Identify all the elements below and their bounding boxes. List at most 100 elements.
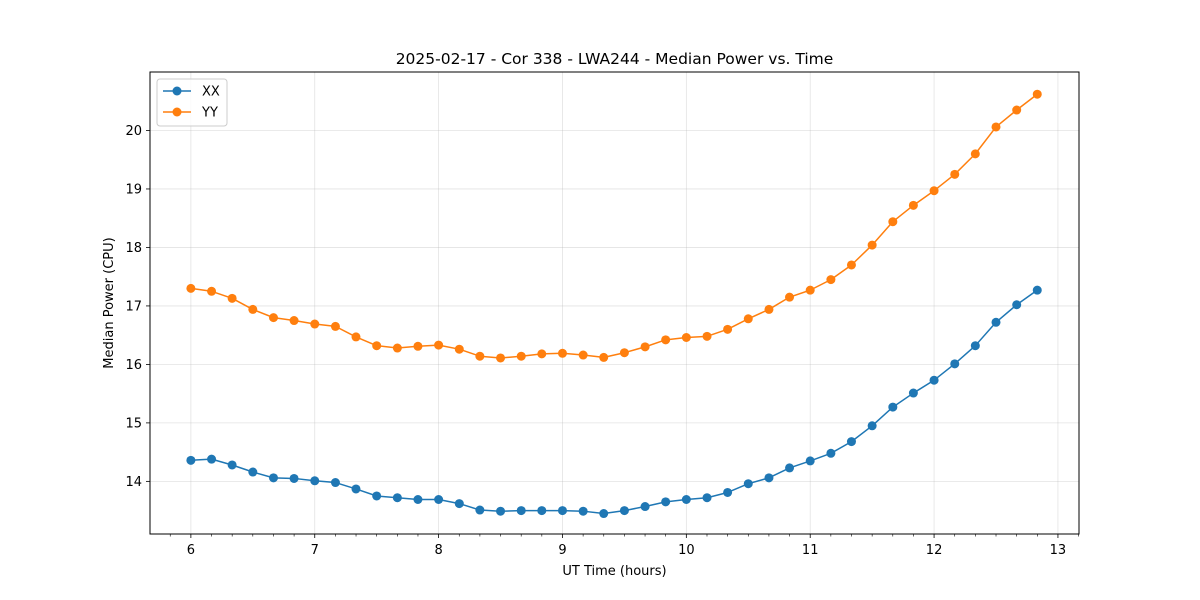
data-point-xx [557,506,567,516]
grid [150,72,1079,534]
data-point-yy [764,304,774,314]
data-point-yy [207,286,217,296]
data-point-xx [392,493,402,503]
x-tick-label: 13 [1050,543,1067,558]
data-point-yy [186,283,196,293]
plot-area-frame [149,71,1080,535]
data-point-yy [991,122,1001,132]
data-point-xx [723,487,733,497]
data-point-yy [578,350,588,360]
data-point-xx [661,497,671,507]
data-point-xx [1012,300,1022,310]
data-point-yy [702,331,712,341]
axis-ticks: 6 7 8 9 10 11 12 13 14 15 16 17 18 19 20 [125,124,1079,558]
x-tick-label: 10 [678,543,695,558]
legend-xx-label: XX [202,85,220,100]
data-point-xx [991,317,1001,327]
data-point-xx [846,437,856,447]
data-point-yy [888,217,898,227]
series-yy [186,89,1042,363]
x-tick-label: 8 [434,543,442,558]
data-point-xx [929,375,939,385]
y-tick-label: 17 [125,299,142,314]
x-tick-label: 9 [558,543,566,558]
data-point-xx [743,479,753,489]
data-point-xx [310,476,320,486]
data-point-xx [413,494,423,504]
data-point-xx [248,467,258,477]
data-point-yy [1012,105,1022,115]
data-point-yy [434,340,444,350]
data-point-yy [785,292,795,302]
data-point-yy [475,351,485,361]
data-point-yy [372,341,382,351]
data-point-xx [186,455,196,465]
legend-yy-label: YY [201,106,218,121]
data-point-yy [805,285,815,295]
data-point-yy [330,321,340,331]
y-tick-label: 16 [125,358,142,373]
data-point-xx [805,456,815,466]
series-layer [186,89,1042,519]
data-point-xx [826,448,836,458]
data-point-xx [537,506,547,516]
data-point-xx [640,502,650,512]
data-point-yy [970,149,980,159]
data-point-yy [950,169,960,179]
y-tick-label: 14 [125,475,142,490]
data-point-yy [599,352,609,362]
data-point-xx [268,473,278,483]
data-point-yy [351,332,361,342]
data-point-xx [330,478,340,488]
x-axis-label: UT Time (hours) [562,564,666,579]
data-point-xx [970,341,980,351]
series-xx [186,285,1042,519]
data-point-yy [289,316,299,326]
data-point-yy [1032,89,1042,99]
data-point-yy [929,186,939,196]
data-point-yy [846,260,856,270]
data-point-yy [723,324,733,334]
data-point-xx [207,454,217,464]
y-tick-label: 20 [125,124,142,139]
data-point-xx [908,388,918,398]
data-point-yy [516,351,526,361]
data-point-xx [599,509,609,519]
data-point-yy [454,344,464,354]
data-point-xx [475,505,485,515]
data-point-xx [888,402,898,412]
data-point-yy [557,348,567,358]
data-point-xx [619,506,629,516]
data-point-xx [764,473,774,483]
data-point-xx [702,493,712,503]
data-point-yy [248,304,258,314]
x-tick-label: 11 [802,543,819,558]
data-point-yy [867,240,877,250]
x-tick-label: 7 [311,543,319,558]
data-point-xx [227,460,237,470]
data-point-xx [372,491,382,501]
data-point-yy [619,348,629,358]
data-point-xx [1032,285,1042,295]
y-tick-label: 18 [125,241,142,256]
data-point-yy [743,314,753,324]
data-point-xx [496,506,506,516]
legend-yy-marker [172,107,182,117]
data-point-yy [640,342,650,352]
chart-title: 2025-02-17 - Cor 338 - LWA244 - Median P… [396,50,834,68]
data-point-yy [496,353,506,363]
data-point-xx [681,494,691,504]
data-point-yy [310,319,320,329]
data-point-yy [413,341,423,351]
data-point-xx [950,359,960,369]
data-point-yy [268,313,278,323]
legend-xx-marker [172,86,182,96]
data-point-yy [826,275,836,285]
y-tick-label: 19 [125,182,142,197]
x-tick-label: 12 [926,543,943,558]
data-point-xx [578,506,588,516]
legend: XX YY [156,78,228,127]
data-point-yy [227,293,237,303]
data-point-xx [516,506,526,516]
